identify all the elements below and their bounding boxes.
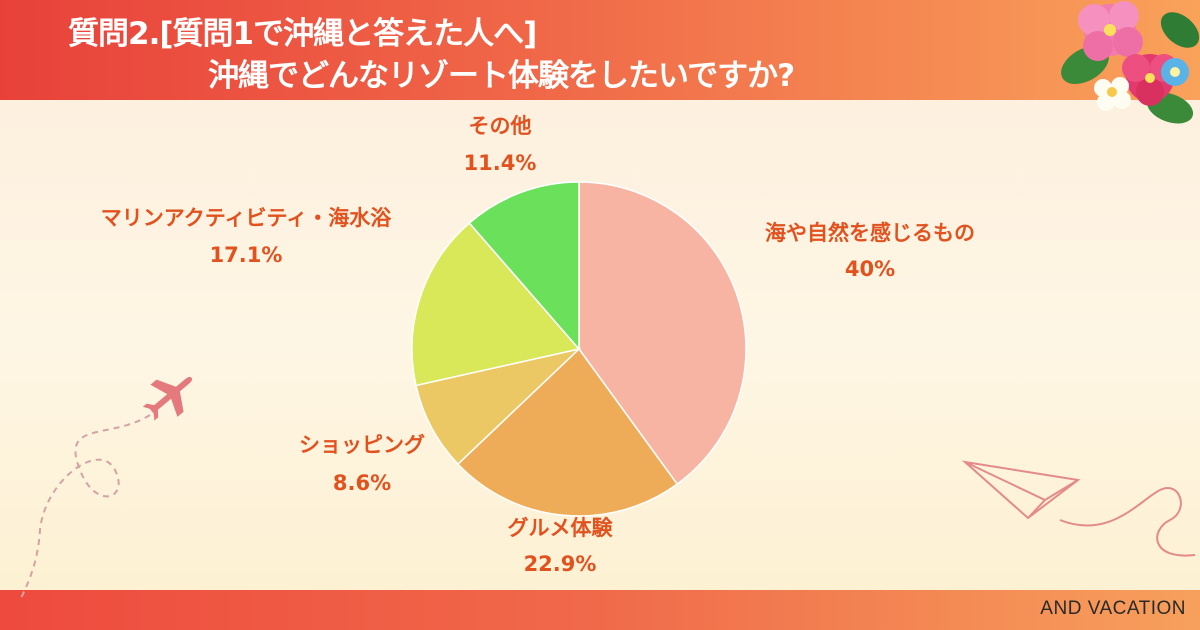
slice-label: 海や自然を感じるもの	[765, 221, 975, 245]
pie-slice	[411, 221, 581, 387]
brand-name: AND VACATION	[1040, 598, 1186, 619]
pie-slice	[456, 347, 679, 517]
flight-path-line	[19, 414, 151, 601]
pie-slice	[468, 181, 580, 352]
paper-plane-trail	[1059, 487, 1196, 557]
hibiscus-flower-icon	[1061, 1, 1200, 124]
slice-value-label: 11.4%	[464, 151, 537, 175]
slice-value-label: 22.9%	[524, 552, 597, 576]
pie-slice	[415, 347, 582, 466]
pie-slice	[578, 181, 747, 486]
slice-label: グルメ体験	[508, 516, 614, 540]
slice-value-label: 8.6%	[333, 471, 391, 495]
header-banner	[0, 0, 1200, 100]
slice-label: ショッピング	[299, 433, 425, 457]
slice-label: その他	[469, 114, 532, 138]
pie-chart	[411, 181, 747, 517]
slice-value-label: 40%	[845, 257, 895, 281]
title-line-1: 質問2.[質問1で沖縄と答えた人へ]	[68, 16, 537, 52]
airplane-icon	[142, 376, 193, 421]
footer-banner	[0, 590, 1200, 630]
pie-labels: 海や自然を感じるもの 40% グルメ体験 22.9% ショッピング 8.6% マリンアクティ…	[101, 114, 975, 576]
paper-plane-icon	[961, 460, 1081, 520]
title-line-2: 沖縄でどんなリゾート体験をしたいですか?	[208, 58, 795, 94]
slice-value-label: 17.1%	[210, 243, 283, 267]
slice-label: マリンアクティビティ・海水浴	[101, 206, 392, 230]
